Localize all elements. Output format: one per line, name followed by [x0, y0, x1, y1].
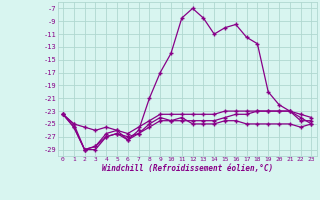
- X-axis label: Windchill (Refroidissement éolien,°C): Windchill (Refroidissement éolien,°C): [102, 164, 273, 173]
